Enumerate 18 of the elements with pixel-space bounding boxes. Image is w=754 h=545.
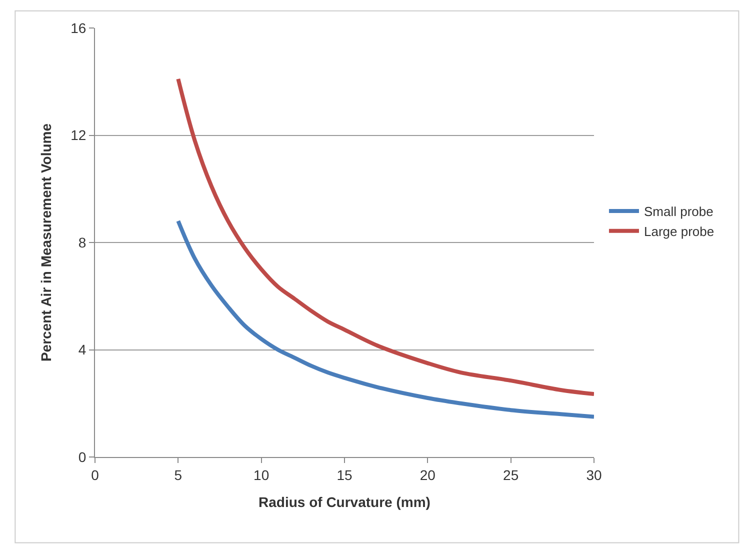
x-tick-label: 10	[254, 466, 270, 483]
x-tick-label: 25	[503, 466, 519, 483]
x-tick-label: 20	[420, 466, 436, 483]
legend-label: Large probe	[644, 224, 714, 239]
line-series	[176, 219, 594, 419]
x-tick-label: 0	[91, 466, 100, 483]
y-tick-label: 12	[70, 127, 86, 144]
x-tick-label: 5	[174, 466, 182, 483]
y-tick-label: 16	[70, 20, 86, 36]
y-tick-label: 4	[78, 342, 86, 358]
x-axis-title: Radius of Curvature (mm)	[258, 494, 430, 510]
y-axis-title: Percent Air in Measurement Volume	[38, 123, 54, 362]
legend-label: Small probe	[644, 204, 714, 220]
y-tick-label: 0	[78, 448, 86, 465]
y-tick-label: 8	[78, 234, 86, 250]
line-series	[176, 76, 594, 396]
x-tick-label: 30	[586, 466, 602, 483]
x-tick-label: 15	[336, 466, 352, 483]
